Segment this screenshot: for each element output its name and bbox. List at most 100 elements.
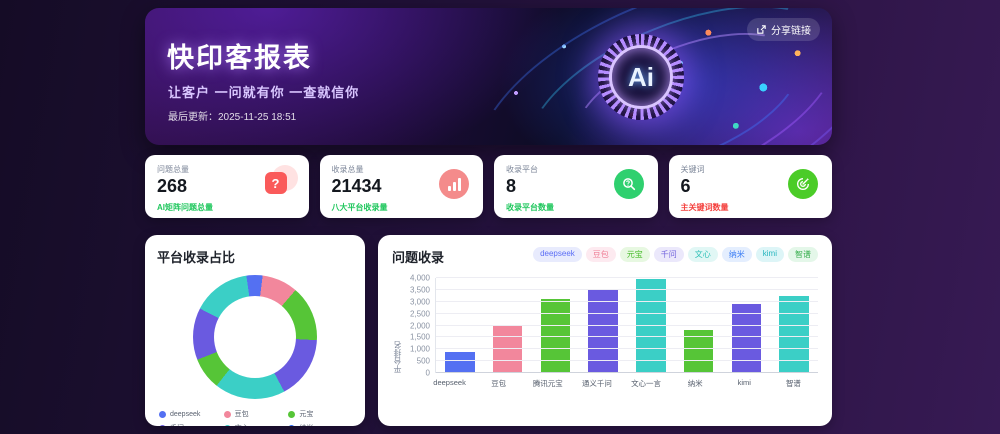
stats-row: 问题总量 268 AI矩阵问题总量 ? 收录总量 21434 八大平台收录量 bbox=[145, 155, 832, 218]
y-tick-label: 2,500 bbox=[409, 309, 430, 319]
legend-dot bbox=[159, 424, 166, 426]
y-axis-labels: 0 500 1,000 1,500 2,000 2,500 3,000 3,500 4,000 bbox=[405, 274, 435, 378]
filter-pill-kimi[interactable]: kimi bbox=[755, 247, 784, 262]
y-tick-label: 4,000 bbox=[409, 273, 430, 283]
y-tick-label: 1,000 bbox=[409, 344, 430, 354]
platform-filter-pills: deepseek 豆包 元宝 千问 文心 纳米 kimi 智谱 bbox=[533, 247, 818, 262]
stat-label: 问题总量 bbox=[157, 165, 189, 174]
bar-panel: 问题收录 deepseek 豆包 元宝 千问 文心 纳米 kimi 智谱 平台排名 0 500 1… bbox=[378, 235, 832, 426]
legend-label: deepseek bbox=[170, 410, 201, 418]
bar-chart-icon bbox=[439, 169, 469, 199]
x-axis-labels: deepseek 豆包 腾讯元宝 通义千问 文心一言 纳米 kimi 智谱 bbox=[424, 378, 818, 389]
bar-kimi[interactable] bbox=[731, 304, 762, 373]
legend-label: 文心 bbox=[235, 423, 249, 426]
stat-subtext: AI矩阵问题总量 bbox=[157, 202, 213, 212]
stat-card-keywords: 关键词 6 主关键词数量 bbox=[668, 155, 832, 218]
bar-panel-title: 问题收录 bbox=[392, 250, 445, 265]
y-tick-label: 500 bbox=[416, 356, 430, 366]
legend-dot bbox=[223, 410, 231, 418]
legend-item-纳米[interactable]: 纳米 bbox=[288, 423, 351, 426]
gridline bbox=[436, 324, 818, 326]
stat-subtext: 主关键词数量 bbox=[680, 202, 729, 212]
bar-文心一言[interactable] bbox=[636, 279, 666, 373]
gridline bbox=[436, 360, 818, 362]
bar-智谱[interactable] bbox=[779, 295, 809, 373]
legend-dot bbox=[159, 410, 166, 418]
x-tick-label: 文心一言 bbox=[631, 379, 662, 388]
filter-pill-deepseek[interactable]: deepseek bbox=[533, 247, 582, 262]
page-subtitle: 让客户 一问就有你 一查就信你 bbox=[168, 85, 360, 100]
bar-slot-豆包 bbox=[484, 278, 532, 373]
stat-card-questions: 问题总量 268 AI矩阵问题总量 ? bbox=[145, 155, 309, 218]
legend-label: 千问 bbox=[170, 423, 184, 426]
bar-纳米[interactable] bbox=[683, 330, 714, 373]
x-tick-label: deepseek bbox=[433, 378, 466, 387]
y-tick-label: 0 bbox=[425, 368, 430, 378]
bar-slot-腾讯元宝 bbox=[532, 278, 580, 373]
filter-pill-文心[interactable]: 文心 bbox=[687, 247, 718, 262]
gridline bbox=[436, 312, 818, 314]
legend-dot bbox=[288, 424, 296, 426]
gridline bbox=[436, 300, 818, 302]
pie-panel-title: 平台收录占比 bbox=[157, 250, 236, 265]
gridline bbox=[436, 277, 818, 278]
platform-share-donut bbox=[193, 275, 317, 399]
bar-deepseek[interactable] bbox=[445, 351, 475, 373]
last-updated-text: 最后更新：2025-11-25 18:51 bbox=[168, 112, 297, 123]
x-tick-label: 智谱 bbox=[785, 379, 801, 388]
stat-card-platforms: 收录平台 8 收录平台数量 bbox=[494, 155, 658, 218]
stat-card-inclusions: 收录总量 21434 八大平台收录量 bbox=[319, 155, 483, 218]
filter-pill-智谱[interactable]: 智谱 bbox=[788, 247, 818, 262]
filter-pill-元宝[interactable]: 元宝 bbox=[619, 247, 650, 262]
bar-slot-通义千问 bbox=[579, 278, 627, 373]
share-link-label: 分享链接 bbox=[771, 26, 811, 37]
chart-plot-area bbox=[435, 277, 818, 373]
legend-item-deepseek[interactable]: deepseek bbox=[159, 409, 222, 419]
hero-banner: Ai 快印客报表 让客户 一问就有你 一查就信你 最后更新：2025-11-25… bbox=[145, 8, 832, 145]
bar-slot-deepseek bbox=[436, 278, 484, 373]
bar-slot-kimi bbox=[723, 278, 771, 373]
x-tick-label: 腾讯元宝 bbox=[532, 379, 563, 388]
x-tick-label: 豆包 bbox=[491, 379, 507, 388]
y-tick-label: 1,500 bbox=[409, 332, 430, 342]
ai-coin-face: Ai bbox=[609, 45, 673, 109]
x-tick-label: 纳米 bbox=[687, 379, 703, 388]
legend-item-文心[interactable]: 文心 bbox=[223, 423, 287, 426]
filter-pill-千问[interactable]: 千问 bbox=[653, 247, 684, 262]
legend-item-豆包[interactable]: 豆包 bbox=[223, 409, 287, 419]
legend-item-元宝[interactable]: 元宝 bbox=[288, 409, 351, 419]
legend-item-千问[interactable]: 千问 bbox=[159, 423, 222, 426]
x-tick-label: 通义千问 bbox=[581, 379, 612, 388]
legend-label: 纳米 bbox=[299, 423, 313, 426]
stat-label: 关键词 bbox=[680, 165, 705, 174]
bar-豆包[interactable] bbox=[492, 325, 523, 373]
bar-通义千问[interactable] bbox=[588, 289, 618, 373]
stat-label: 收录总量 bbox=[331, 165, 364, 174]
share-icon bbox=[757, 25, 766, 34]
ai-coin-badge: Ai bbox=[598, 34, 684, 120]
y-tick-label: 2,000 bbox=[409, 321, 430, 330]
bar-slot-纳米 bbox=[675, 278, 723, 373]
y-axis-title: 平台排名 bbox=[393, 341, 402, 373]
bar-slot-智谱 bbox=[770, 278, 818, 373]
stat-value: 268 bbox=[157, 176, 188, 196]
gridline bbox=[436, 348, 818, 350]
page-title: 快印客报表 bbox=[167, 43, 312, 73]
y-tick-label: 3,500 bbox=[409, 285, 430, 295]
share-link-button[interactable]: 分享链接 bbox=[747, 18, 820, 41]
filter-pill-豆包[interactable]: 豆包 bbox=[585, 247, 616, 262]
x-tick-label: kimi bbox=[737, 378, 751, 387]
legend-dot bbox=[288, 410, 296, 418]
stat-subtext: 八大平台收录量 bbox=[331, 202, 388, 212]
y-tick-label: 3,000 bbox=[409, 297, 430, 307]
target-icon bbox=[788, 169, 818, 199]
stat-value: 6 bbox=[680, 176, 691, 196]
legend-label: 豆包 bbox=[234, 411, 249, 418]
question-mark: ? bbox=[264, 172, 287, 194]
filter-pill-纳米[interactable]: 纳米 bbox=[721, 247, 752, 262]
legend-dot bbox=[223, 424, 231, 426]
